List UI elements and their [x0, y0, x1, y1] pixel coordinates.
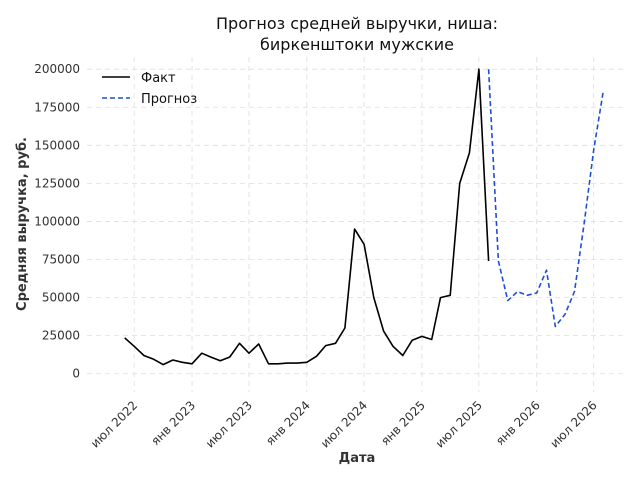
grid: [87, 57, 627, 392]
x-tick-label: июл 2026: [548, 398, 600, 450]
chart-title-line-1: Прогноз средней выручки, ниша:: [216, 14, 498, 33]
y-tick-label: 25000: [42, 329, 80, 343]
x-tick-label: июл 2023: [203, 398, 255, 450]
x-tick-label: янв 2024: [263, 398, 313, 448]
series-lines: [124, 68, 605, 366]
x-tick-label: июл 2024: [318, 398, 370, 450]
series-line-forecast: [487, 69, 605, 328]
chart-title-line-2: биркенштоки мужские: [260, 35, 454, 54]
y-axis-label: Средняя выручка, руб.: [15, 137, 30, 311]
y-tick-label: 200000: [34, 62, 80, 76]
y-tick-label: 0: [72, 367, 80, 381]
x-tick-label: янв 2023: [148, 398, 198, 448]
legend-label-forecast: Прогноз: [141, 92, 197, 107]
series-line-fact: [124, 68, 490, 366]
x-tick-label: июл 2022: [88, 398, 140, 450]
x-tick-label: янв 2025: [378, 398, 428, 448]
y-tick-label: 125000: [34, 176, 80, 190]
x-tick-label: июл 2025: [433, 398, 485, 450]
y-tick-label: 100000: [34, 214, 80, 228]
y-tick-label: 75000: [42, 253, 80, 267]
y-axis-ticks: 0 25000 50000 75000 100000 125000 150000 175000…: [34, 62, 80, 381]
y-tick-label: 50000: [42, 291, 80, 305]
y-tick-label: 150000: [34, 138, 80, 152]
legend-label-fact: Факт: [141, 71, 176, 86]
x-axis-label: Дата: [339, 451, 376, 466]
x-axis-ticks: июл 2022 янв 2023 июл 2023 янв 2024 июл 2024…: [88, 398, 600, 450]
y-tick-label: 175000: [34, 100, 80, 114]
x-tick-label: янв 2026: [493, 398, 543, 448]
legend: Факт Прогноз: [102, 71, 197, 107]
